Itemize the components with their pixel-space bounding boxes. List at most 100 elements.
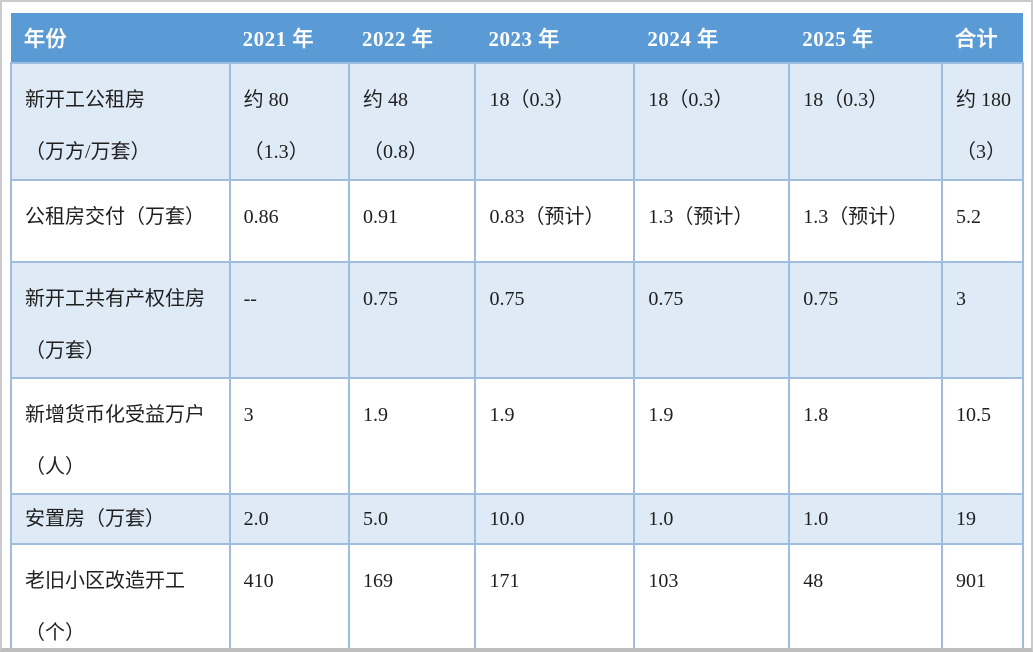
- data-cell: 1.9: [347, 377, 477, 495]
- data-cell-line: 1.3（预计）: [648, 206, 754, 228]
- data-cell: 901: [940, 543, 1025, 648]
- table-row: 安置房（万套） 2.0 5.0 10.0 1.0 1.0 19: [10, 493, 1025, 545]
- row-label-line: （万方/万套）: [25, 141, 151, 163]
- data-cell: 171: [474, 543, 636, 648]
- data-cell: 1.9: [474, 377, 636, 495]
- data-cell: 410: [228, 543, 350, 648]
- table-row: 公租房交付（万套） 0.86 0.91 0.83（预计） 1.3（预计） 1.3（预计） 5…: [10, 179, 1025, 263]
- data-cell: 1.8: [788, 377, 943, 495]
- data-cell-line: （1.3）: [243, 141, 309, 163]
- data-cell-line: 约 180: [955, 89, 1011, 111]
- row-label: 新增货币化受益万户 （人）: [10, 377, 231, 495]
- data-cell: 18（0.3）: [474, 62, 636, 181]
- row-label-line: 新开工公租房: [25, 89, 145, 111]
- data-cell: 1.0: [633, 493, 791, 545]
- data-cell: 19: [940, 493, 1025, 545]
- table-row: 老旧小区改造开工 （个） 410 169 171 103 48 901: [10, 543, 1025, 648]
- column-header: 2021 年: [229, 13, 349, 63]
- data-cell: 18（0.3）: [633, 62, 791, 181]
- data-cell: 0.75: [633, 261, 791, 379]
- data-cell: 10.5: [940, 377, 1025, 495]
- data-cell-line: 5.0: [362, 508, 388, 530]
- column-header-category: 年份: [11, 13, 230, 63]
- data-cell-line: 103: [648, 570, 679, 592]
- data-cell-line: 171: [489, 570, 520, 592]
- data-cell: 169: [347, 543, 477, 648]
- data-cell: 约 48 （0.8）: [347, 62, 477, 181]
- data-cell-line: 169: [362, 570, 393, 592]
- data-cell-line: 48: [803, 570, 824, 592]
- data-cell-line: --: [243, 288, 257, 310]
- data-cell-line: 1.9: [489, 404, 515, 426]
- data-cell: 1.9: [633, 377, 791, 495]
- table-header: 年份 2021 年 2022 年 2023 年 2024 年 2025 年合计: [11, 13, 1023, 63]
- row-label-line: （人）: [25, 456, 85, 478]
- data-cell-line: 约 48: [362, 89, 408, 111]
- row-label-line: （万套）: [25, 340, 105, 362]
- data-cell-line: 1.9: [362, 404, 388, 426]
- data-table: 年份 2021 年 2022 年 2023 年 2024 年 2025 年合计 新开工公租…: [10, 13, 1025, 648]
- data-cell-line: 410: [243, 570, 274, 592]
- data-cell: 2.0: [228, 493, 350, 545]
- header-row: 年份 2021 年 2022 年 2023 年 2024 年 2025 年合计: [11, 13, 1023, 63]
- data-cell: 约 80 （1.3）: [228, 62, 350, 181]
- data-cell: 0.86: [228, 179, 350, 263]
- data-cell-line: 1.0: [803, 508, 829, 530]
- data-cell-line: 1.0: [648, 508, 674, 530]
- data-cell-line: 10.0: [489, 508, 525, 530]
- table-row: 新增货币化受益万户 （人） 3 1.9 1.9 1.9 1.8 10.5: [10, 377, 1025, 495]
- data-cell: 3: [940, 261, 1025, 379]
- data-cell-line: 18（0.3）: [648, 89, 734, 111]
- column-header: 2022 年: [348, 13, 476, 63]
- data-cell-line: 3: [955, 288, 966, 310]
- row-label: 新开工共有产权住房 （万套）: [10, 261, 231, 379]
- data-cell: 1.3（预计）: [633, 179, 791, 263]
- row-label: 安置房（万套）: [10, 493, 231, 545]
- table-row: 新开工公租房 （万方/万套） 约 80 （1.3） 约 48 （0.8） 18（0.3） 18…: [10, 62, 1025, 181]
- data-cell-line: 18（0.3）: [489, 89, 575, 111]
- row-label-line: 安置房（万套）: [25, 508, 165, 530]
- data-cell: 1.0: [788, 493, 943, 545]
- data-cell: 48: [788, 543, 943, 648]
- data-cell-line: 2.0: [243, 508, 269, 530]
- data-cell: 5.2: [940, 179, 1025, 263]
- data-cell-line: 0.83（预计）: [489, 206, 605, 228]
- data-cell: 0.75: [347, 261, 477, 379]
- data-cell-line: 1.8: [803, 404, 829, 426]
- data-cell: 0.75: [788, 261, 943, 379]
- data-cell-line: 1.3（预计）: [803, 206, 909, 228]
- data-cell: --: [228, 261, 350, 379]
- table-body: 新开工公租房 （万方/万套） 约 80 （1.3） 约 48 （0.8） 18（0.3） 18…: [10, 62, 1025, 648]
- data-cell-line: （0.8）: [362, 141, 428, 163]
- data-cell: 3: [228, 377, 350, 495]
- data-cell-line: 0.91: [362, 206, 398, 228]
- data-cell: 103: [633, 543, 791, 648]
- data-cell-line: 0.75: [648, 288, 684, 310]
- column-header: 合计: [941, 13, 1023, 63]
- data-cell-line: 1.9: [648, 404, 674, 426]
- data-cell-line: 19: [955, 508, 976, 530]
- column-header: 2025 年: [789, 13, 942, 63]
- row-label-line: 公租房交付（万套）: [25, 206, 205, 228]
- data-cell-line: 0.75: [803, 288, 839, 310]
- data-cell: 1.3（预计）: [788, 179, 943, 263]
- data-cell: 约 180 （3）: [940, 62, 1025, 181]
- data-cell: 0.83（预计）: [474, 179, 636, 263]
- data-cell: 0.75: [474, 261, 636, 379]
- table-row: 新开工共有产权住房 （万套） -- 0.75 0.75 0.75 0.75 3: [10, 261, 1025, 379]
- row-label: 新开工公租房 （万方/万套）: [10, 62, 231, 181]
- row-label: 老旧小区改造开工 （个）: [10, 543, 231, 648]
- row-label-line: 新开工共有产权住房: [25, 288, 205, 310]
- row-label-line: （个）: [25, 622, 85, 644]
- data-cell-line: 0.75: [489, 288, 525, 310]
- row-label-line: 老旧小区改造开工: [25, 570, 185, 592]
- data-cell: 10.0: [474, 493, 636, 545]
- data-cell-line: 901: [955, 570, 986, 592]
- data-cell-line: 5.2: [955, 206, 981, 228]
- data-cell: 5.0: [347, 493, 477, 545]
- data-cell-line: 10.5: [955, 404, 991, 426]
- data-cell: 0.91: [347, 179, 477, 263]
- data-cell: 18（0.3）: [788, 62, 943, 181]
- column-header: 2024 年: [634, 13, 790, 63]
